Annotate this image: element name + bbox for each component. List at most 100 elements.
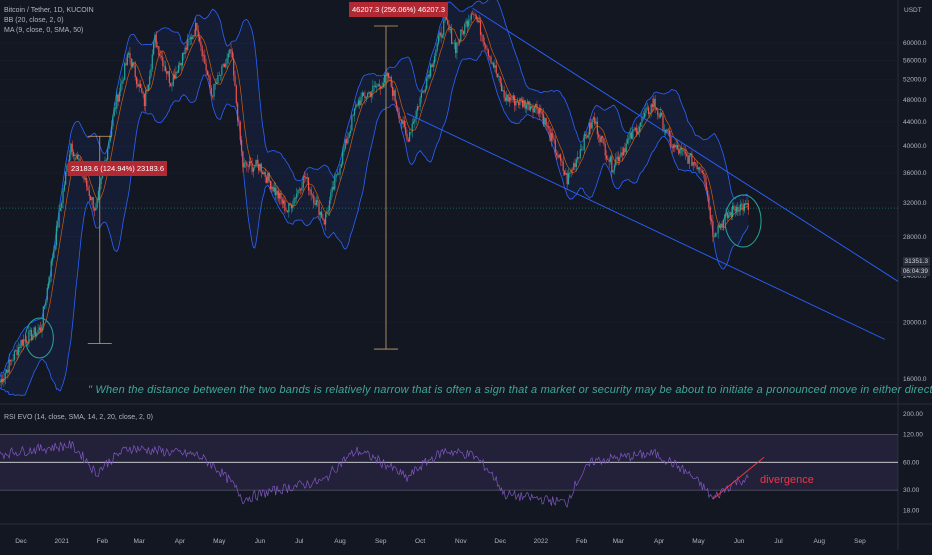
candle-body	[477, 18, 479, 23]
price-axis-label: 24000.0	[903, 273, 927, 280]
price-axis-label: 16000.0	[903, 376, 927, 383]
measure-label-2[interactable]: 46207.3 (256.06%) 46207.3	[349, 2, 448, 17]
candle-body	[587, 134, 589, 138]
candle-body	[187, 39, 189, 50]
time-axis-label: Apr	[654, 538, 665, 545]
candle-body	[339, 167, 341, 175]
candle-body	[692, 162, 694, 166]
candle-body	[731, 205, 734, 217]
candle-body	[47, 282, 50, 288]
candle-body	[180, 63, 182, 66]
candle-body	[164, 65, 167, 72]
candle-body	[559, 154, 562, 161]
candle-body	[389, 76, 391, 78]
candle-body	[112, 115, 114, 127]
candle-body	[252, 167, 254, 172]
candle-body	[95, 207, 97, 211]
candle-body	[324, 213, 327, 225]
candle-body	[729, 212, 731, 216]
candle-body	[213, 83, 215, 97]
candle-body	[394, 90, 396, 102]
candle-body	[12, 359, 14, 361]
time-axis-label: Jul	[295, 538, 304, 545]
candle-body	[246, 162, 248, 166]
time-axis-label: Oct	[415, 538, 425, 545]
candle-body	[670, 136, 672, 147]
candle-body	[272, 186, 274, 192]
candle-body	[494, 65, 496, 68]
candle-body	[153, 42, 155, 55]
candle-body	[386, 72, 388, 77]
candle-body	[276, 190, 278, 196]
candle-body	[658, 115, 660, 118]
candle-body	[390, 76, 392, 87]
candle-body	[135, 77, 138, 85]
candle-body	[344, 139, 346, 149]
candle-body	[525, 104, 528, 109]
candle-body	[550, 133, 553, 141]
candle-body	[221, 65, 223, 76]
candle-body	[62, 190, 64, 203]
candle-body	[58, 210, 60, 228]
candle-body	[689, 153, 692, 156]
candle-body	[225, 63, 227, 68]
candle-body	[506, 94, 508, 101]
candle-body	[563, 170, 566, 175]
candle-body	[373, 85, 375, 87]
candle-body	[89, 196, 92, 201]
candle-body	[462, 31, 465, 34]
candle-body	[70, 143, 72, 155]
time-axis-label: Mar	[613, 538, 625, 545]
candle-body	[63, 184, 65, 191]
candle-body	[311, 194, 314, 196]
candle-body	[636, 127, 638, 135]
candle-body	[401, 119, 403, 124]
candle-body	[508, 97, 510, 102]
candle-body	[179, 63, 181, 66]
candle-body	[678, 149, 680, 154]
rsi-axis-label: 60.00	[903, 459, 920, 466]
candle-body	[586, 135, 588, 138]
candle-body	[268, 173, 270, 181]
candle-body	[720, 223, 722, 228]
candle-body	[321, 211, 323, 218]
candle-body	[288, 203, 290, 213]
candle-body	[357, 100, 360, 106]
candle-body	[676, 145, 679, 150]
candle-body	[578, 157, 580, 158]
candle-body	[565, 173, 567, 175]
candle-body	[721, 223, 723, 228]
candle-body	[192, 35, 194, 40]
candle-body	[41, 324, 43, 332]
candle-body	[473, 14, 475, 16]
candle-body	[42, 306, 44, 325]
candle-body	[234, 75, 236, 86]
candle-body	[230, 49, 232, 52]
candle-body	[271, 186, 273, 190]
candle-body	[628, 137, 630, 140]
candle-body	[645, 108, 647, 113]
candle-body	[237, 103, 239, 121]
divergence-label[interactable]: divergence	[760, 474, 814, 486]
candle-body	[483, 42, 486, 45]
candle-body	[9, 359, 12, 362]
candle-body	[662, 115, 664, 131]
candle-body	[46, 287, 48, 300]
candle-body	[335, 174, 337, 178]
candle-body	[376, 86, 378, 88]
candle-body	[441, 35, 444, 38]
candle-body	[410, 131, 412, 133]
candle-body	[247, 165, 249, 167]
candle-body	[447, 19, 449, 25]
candle-body	[703, 172, 705, 174]
candle-body	[582, 149, 584, 151]
time-axis-label: Apr	[175, 538, 186, 545]
annotation-quote[interactable]: " When the distance between the two band…	[88, 384, 932, 396]
candle-body	[377, 84, 379, 87]
candle-body	[139, 83, 142, 88]
time-axis-label: Dec	[494, 538, 506, 545]
measure-label-1[interactable]: 23183.6 (124.94%) 23183.6	[68, 161, 167, 176]
candle-body	[591, 119, 593, 129]
